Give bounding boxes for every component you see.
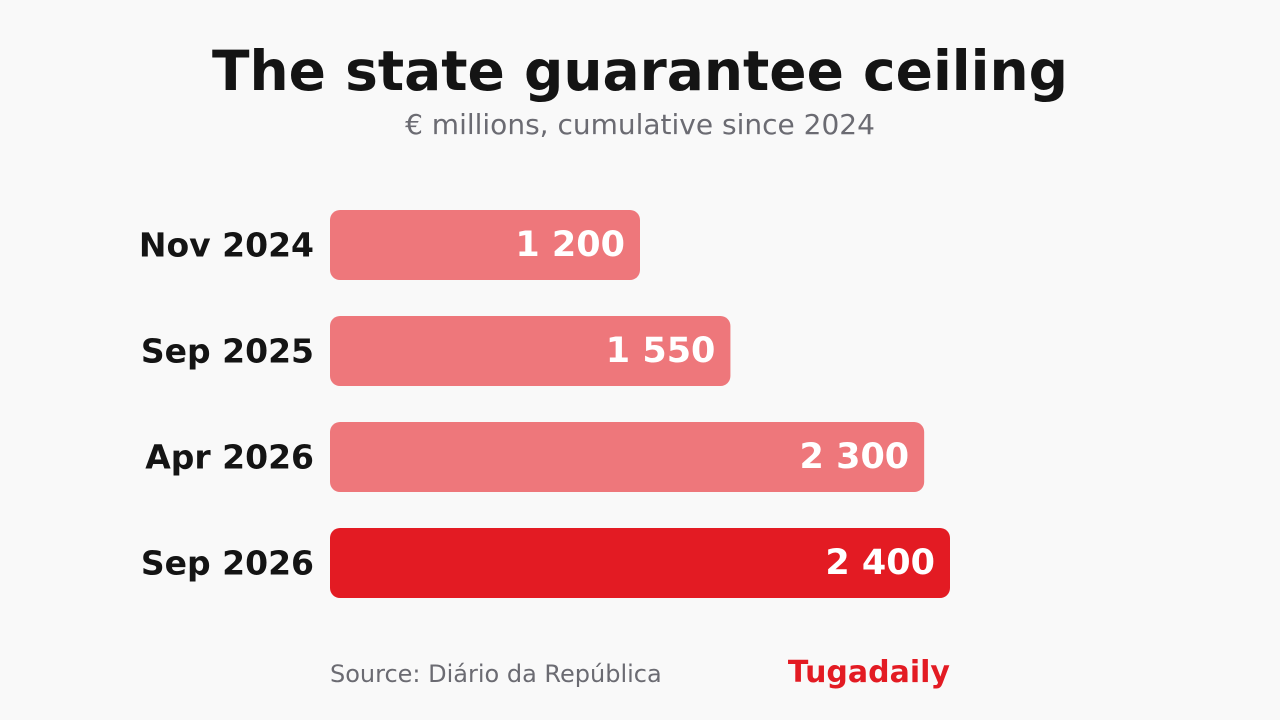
chart-subtitle: € millions, cumulative since 2024 (405, 108, 875, 141)
brand-logo: Tugadaily (787, 655, 950, 690)
value-label: 2 400 (825, 543, 935, 583)
category-label: Sep 2025 (141, 332, 314, 371)
category-label: Nov 2024 (139, 226, 314, 265)
category-label: Apr 2026 (145, 438, 314, 477)
chart-title: The state guarantee ceiling (211, 39, 1069, 103)
source-note: Source: Diário da República (330, 660, 662, 688)
bar-nov-2024 (330, 210, 640, 280)
value-label: 1 550 (606, 331, 716, 371)
bar-apr-2026 (330, 422, 925, 492)
bar-sep-2026 (330, 528, 950, 598)
value-label: 1 200 (515, 225, 625, 265)
value-label: 2 300 (800, 437, 910, 477)
bar-sep-2025 (330, 316, 731, 386)
category-label: Sep 2026 (141, 544, 314, 583)
